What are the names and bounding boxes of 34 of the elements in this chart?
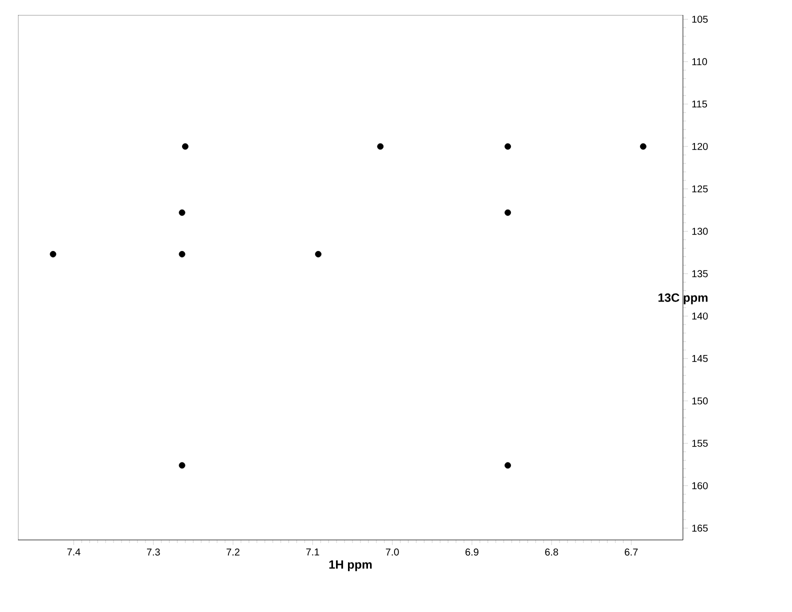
- y-tick-label: 115: [692, 100, 707, 108]
- y-tick-label: 165: [692, 524, 708, 532]
- point: [178, 209, 186, 216]
- y-tick-label: 110: [692, 58, 708, 66]
- y-axis-title: 13C ppm: [658, 293, 708, 304]
- y-tick-label: 150: [692, 397, 708, 404]
- y-tick-label: 120: [692, 142, 708, 150]
- y-tick-label: 160: [692, 482, 708, 490]
- y-tick-label: 130: [692, 228, 708, 235]
- y-tick-label: 135: [692, 270, 708, 278]
- x-tick-label: 7.3: [146, 548, 160, 556]
- x-tick-label: 6.9: [466, 548, 478, 556]
- point: [504, 209, 511, 216]
- point: [178, 462, 186, 469]
- y-tick-label: 155: [692, 440, 708, 447]
- y-tick-label: 125: [692, 185, 708, 192]
- point: [377, 143, 384, 150]
- x-tick-label: 6.7: [624, 548, 638, 556]
- x-tick-label: 7.4: [67, 548, 80, 556]
- x-axis-title: 1H ppm: [329, 560, 372, 572]
- x-tick-label: 7.2: [226, 548, 240, 556]
- x-tick-label: 7.1: [306, 548, 320, 556]
- point: [504, 143, 511, 150]
- x-tick-label: 7.0: [386, 548, 399, 556]
- point: [178, 250, 186, 258]
- point: [315, 250, 322, 258]
- x-tick-label: 6.8: [545, 548, 558, 556]
- y-tick-label: 140: [692, 312, 708, 320]
- point: [504, 462, 511, 469]
- point: [182, 143, 188, 150]
- y-tick-label: 105: [692, 16, 708, 23]
- point: [640, 143, 646, 150]
- y-tick-label: 145: [692, 355, 708, 362]
- point: [50, 250, 56, 258]
